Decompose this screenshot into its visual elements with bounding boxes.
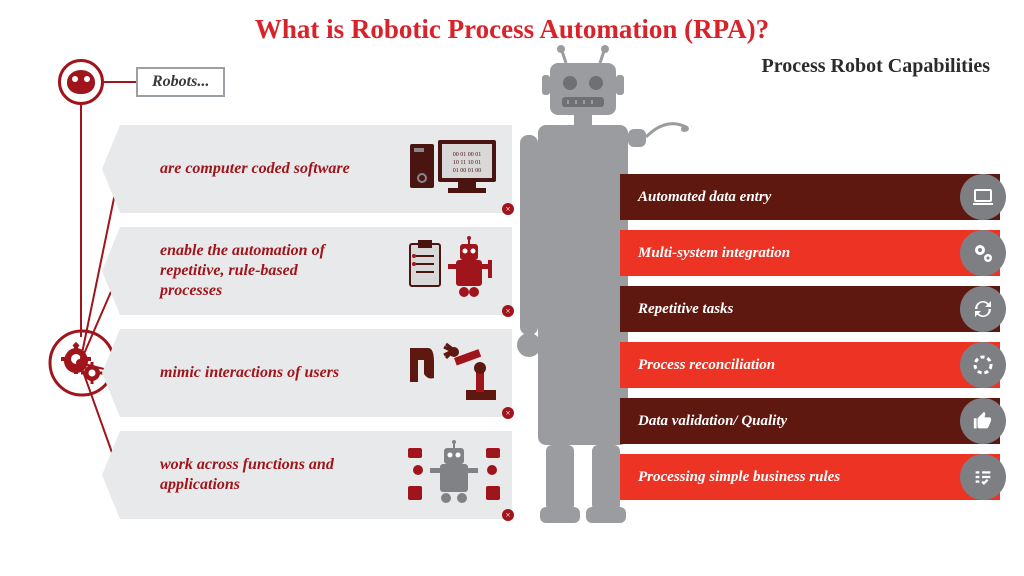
capability-label: Multi-system integration — [638, 245, 790, 262]
banner-item: work across functions and applications — [120, 431, 512, 519]
banner-item: enable the automation of repetitive, rul… — [120, 227, 512, 315]
banner-text: enable the automation of repetitive, rul… — [160, 241, 360, 301]
capability-label: Process reconciliation — [638, 357, 775, 374]
capability-item: Repetitive tasks — [620, 286, 1000, 332]
gear-icon — [960, 230, 1006, 276]
capability-label: Processing simple business rules — [638, 469, 840, 486]
page-title: What is Robotic Process Automation (RPA)… — [0, 0, 1024, 45]
robot-head-icon — [58, 59, 104, 105]
banner-text: are computer coded software — [160, 159, 350, 179]
computer-binary-icon: 00 01 00 01 10 11 10 01 01 00 01 00 — [404, 134, 504, 204]
svg-text:00 01 00 01: 00 01 00 01 — [453, 152, 482, 158]
capability-item: Automated data entry — [620, 174, 1000, 220]
robots-subtitle: Robots... — [136, 67, 225, 97]
capability-label: Repetitive tasks — [638, 301, 733, 318]
capability-item: Process reconciliation — [620, 342, 1000, 388]
capability-label: Automated data entry — [638, 189, 771, 206]
robot-arm-icon — [404, 338, 504, 408]
capabilities-title: Process Robot Capabilities — [761, 55, 990, 78]
capability-list: Automated data entry Multi-system integr… — [620, 174, 1000, 500]
main-container: Robots... — [0, 45, 1024, 561]
robot-apps-icon — [404, 440, 504, 510]
svg-text:01 00 01 00: 01 00 01 00 — [453, 168, 482, 174]
thumbs-up-icon — [960, 398, 1006, 444]
banner-item: mimic interactions of users × — [120, 329, 512, 417]
capability-item: Multi-system integration — [620, 230, 1000, 276]
banner-text: work across functions and applications — [160, 455, 360, 495]
list-check-icon — [960, 454, 1006, 500]
right-panel: Process Robot Capabilities — [512, 45, 1000, 561]
refresh-icon — [960, 286, 1006, 332]
connector-line — [104, 81, 136, 83]
capability-item: Data validation/ Quality — [620, 398, 1000, 444]
capability-item: Processing simple business rules — [620, 454, 1000, 500]
banner-item: are computer coded software 00 01 00 01 … — [120, 125, 512, 213]
clipboard-robot-icon — [404, 236, 504, 306]
cycle-icon — [960, 342, 1006, 388]
capability-label: Data validation/ Quality — [638, 413, 787, 430]
laptop-icon — [960, 174, 1006, 220]
left-panel: Robots... — [24, 45, 512, 561]
banner-text: mimic interactions of users — [160, 363, 339, 383]
banner-list: are computer coded software 00 01 00 01 … — [120, 125, 512, 519]
svg-text:10 11 10 01: 10 11 10 01 — [453, 160, 481, 166]
